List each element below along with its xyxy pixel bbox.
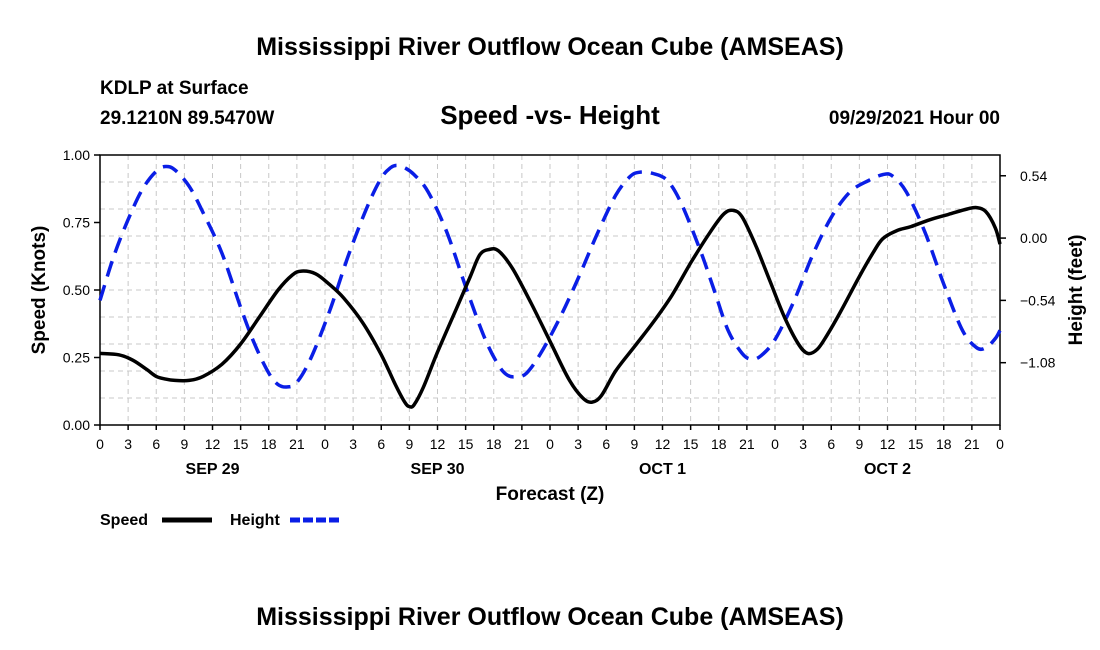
x-tick-label: 21 — [289, 436, 305, 452]
grid-lines — [100, 155, 1000, 425]
x-tick-label: 21 — [514, 436, 530, 452]
right-tick-label: −0.54 — [1020, 292, 1056, 308]
x-tick-label: 0 — [321, 436, 329, 452]
left-tick-label: 0.25 — [63, 350, 90, 366]
x-tick-label: 18 — [936, 436, 952, 452]
x-tick-label: 6 — [827, 436, 835, 452]
right-axis: 0.54 0.00 −0.54 −1.08 — [1000, 168, 1056, 371]
series-height-line — [98, 163, 1002, 389]
location-label: 29.1210N 89.5470W — [100, 108, 274, 129]
x-tick-label: 0 — [996, 436, 1004, 452]
legend-label-height: Height — [230, 512, 280, 529]
right-tick-label: 0.54 — [1020, 168, 1047, 184]
day-label: SEP 30 — [411, 461, 465, 478]
series-speed-line — [99, 205, 1002, 409]
chart-subtitle: Speed -vs- Height — [440, 100, 660, 130]
day-label: OCT 1 — [639, 461, 686, 478]
day-label: SEP 29 — [186, 461, 240, 478]
right-axis-label: Height (feet) — [1066, 235, 1087, 346]
legend: Speed Height — [100, 512, 342, 529]
x-tick-label: 3 — [349, 436, 357, 452]
x-axis: 0 3 6 9 12 15 18 21 0 3 6 9 12 15 18 21 0 3 6 9 12 15 18 21 0 3 6 9… — [96, 425, 1004, 452]
x-tick-label: 9 — [405, 436, 413, 452]
x-tick-label: 15 — [233, 436, 249, 452]
x-tick-label: 21 — [964, 436, 980, 452]
legend-label-speed: Speed — [100, 512, 148, 529]
x-tick-label: 15 — [458, 436, 474, 452]
left-tick-label: 0.75 — [63, 215, 90, 231]
x-tick-label: 6 — [377, 436, 385, 452]
x-tick-label: 12 — [655, 436, 671, 452]
left-axis-label: Speed (Knots) — [29, 226, 50, 355]
x-tick-label: 12 — [430, 436, 446, 452]
x-tick-label: 3 — [799, 436, 807, 452]
x-tick-label: 0 — [96, 436, 104, 452]
right-tick-label: −1.08 — [1020, 355, 1056, 371]
x-tick-label: 9 — [180, 436, 188, 452]
x-tick-label: 3 — [574, 436, 582, 452]
right-tick-label: 0.00 — [1020, 230, 1047, 246]
x-tick-label: 15 — [908, 436, 924, 452]
day-label: OCT 2 — [864, 461, 911, 478]
x-tick-label: 18 — [261, 436, 277, 452]
x-tick-label: 3 — [124, 436, 132, 452]
day-labels: SEP 29 SEP 30 OCT 1 OCT 2 — [186, 461, 912, 478]
station-label: KDLP at Surface — [100, 78, 249, 99]
x-tick-label: 0 — [771, 436, 779, 452]
x-tick-label: 18 — [486, 436, 502, 452]
x-tick-label: 9 — [855, 436, 863, 452]
forecast-datetime: 09/29/2021 Hour 00 — [829, 108, 1000, 129]
x-tick-label: 18 — [711, 436, 727, 452]
footer-title: Mississippi River Outflow Ocean Cube (AM… — [256, 603, 844, 631]
left-tick-label: 0.50 — [63, 282, 90, 298]
x-tick-label: 12 — [205, 436, 221, 452]
x-tick-label: 12 — [880, 436, 896, 452]
x-tick-label: 6 — [152, 436, 160, 452]
x-tick-label: 21 — [739, 436, 755, 452]
left-tick-label: 0.00 — [63, 417, 90, 433]
x-tick-label: 15 — [683, 436, 699, 452]
x-axis-label: Forecast (Z) — [496, 484, 605, 505]
x-tick-label: 6 — [602, 436, 610, 452]
left-tick-label: 1.00 — [63, 147, 90, 163]
x-tick-label: 0 — [546, 436, 554, 452]
left-axis: 0.00 0.25 0.50 0.75 1.00 — [63, 147, 100, 433]
chart-title: Mississippi River Outflow Ocean Cube (AM… — [256, 33, 844, 61]
x-tick-label: 9 — [630, 436, 638, 452]
